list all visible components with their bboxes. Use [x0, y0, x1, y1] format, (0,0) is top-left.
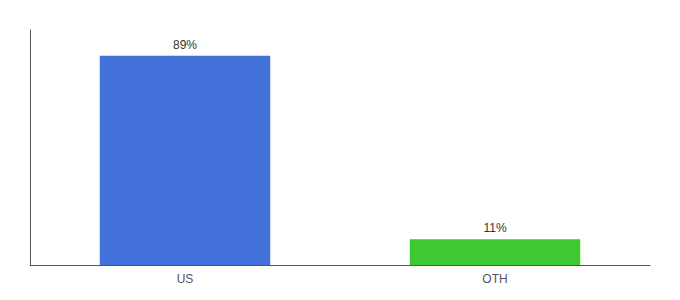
- svg-text:OTH: OTH: [482, 272, 507, 286]
- svg-text:US: US: [177, 272, 194, 286]
- svg-text:89%: 89%: [173, 38, 197, 52]
- svg-text:11%: 11%: [483, 221, 506, 235]
